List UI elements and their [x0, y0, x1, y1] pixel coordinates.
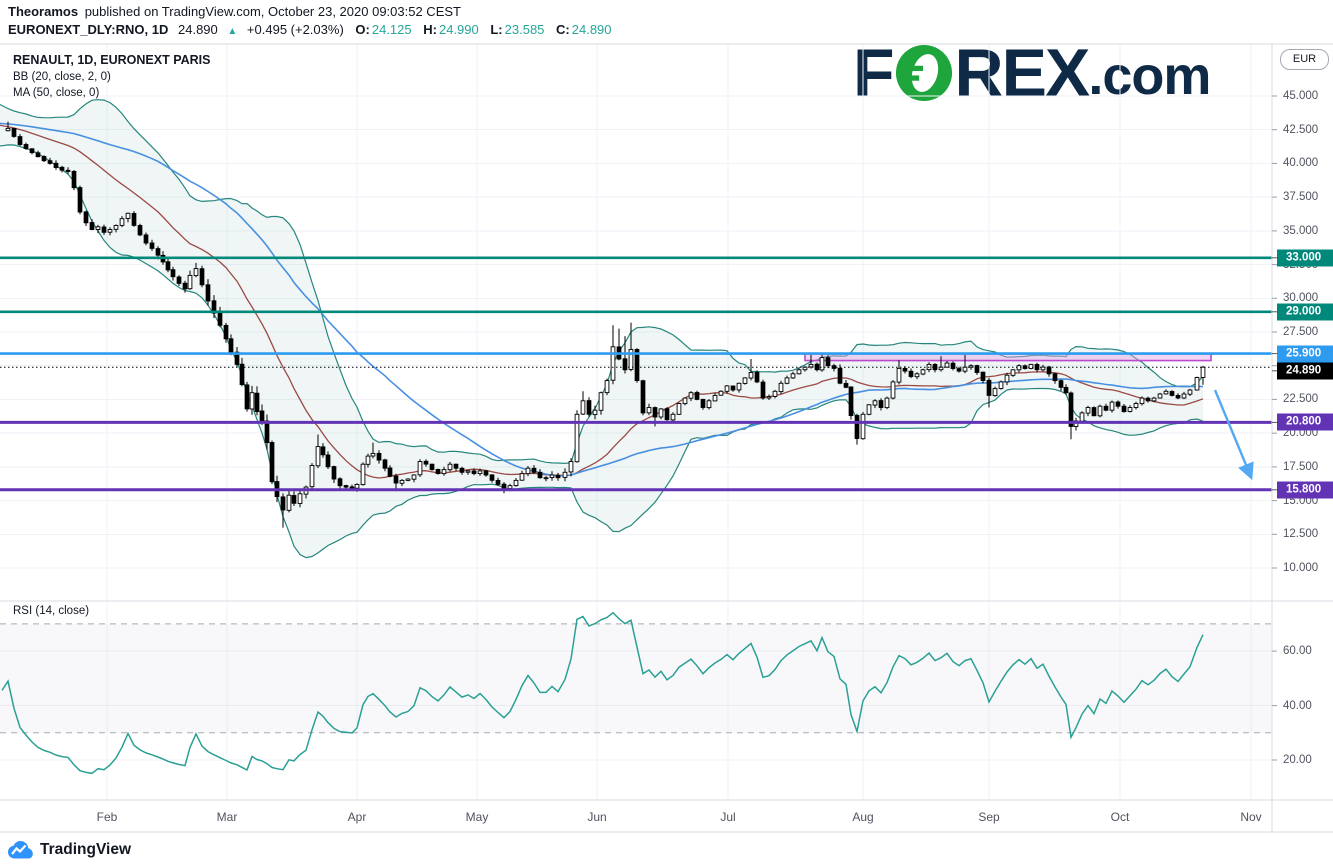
rsi-line-series — [1, 611, 1204, 775]
resistance-zone-rect[interactable] — [804, 353, 1212, 362]
tradingview-cloud-icon — [8, 841, 33, 859]
pane-borders-and-axis-ticks — [0, 43, 1333, 833]
watermark-dotcom: .com — [1088, 46, 1211, 106]
forex-o-logo-icon — [895, 44, 952, 102]
currency-unit-button[interactable]: EUR — [1280, 49, 1329, 70]
tradingview-logo[interactable]: TradingView — [6, 840, 131, 860]
projection-arrow[interactable] — [1213, 389, 1254, 481]
horizontal-level-lines[interactable] — [0, 256, 1272, 492]
tradingview-brand-text: TradingView — [40, 841, 132, 858]
